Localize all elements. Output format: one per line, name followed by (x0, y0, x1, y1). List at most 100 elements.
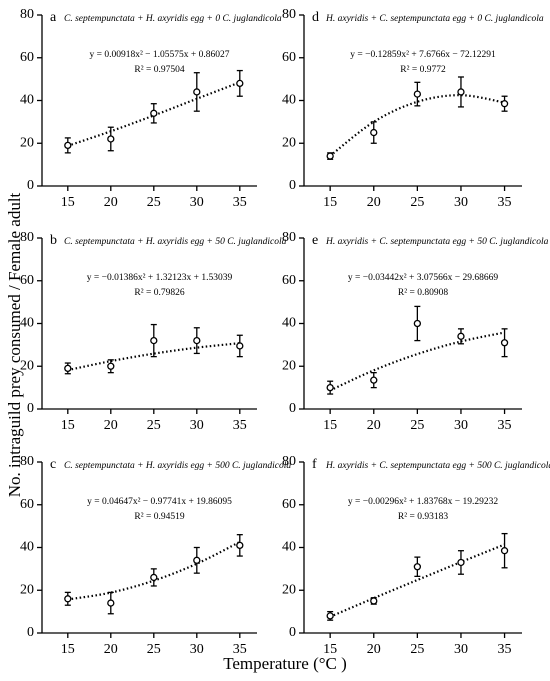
equation: y = −0.01386x² + 1.32123x + 1.53039 (87, 273, 233, 283)
fit-curve (329, 543, 505, 618)
data-point (107, 362, 115, 370)
r-squared: R² = 0.79826 (134, 288, 184, 298)
y-tick-label: 0 (289, 178, 296, 193)
x-tick-label: 30 (190, 642, 204, 657)
panel-letter: f (312, 457, 317, 472)
x-tick-label: 25 (147, 418, 161, 433)
y-tick-label: 20 (282, 135, 296, 150)
r-squared: R² = 0.94519 (134, 512, 184, 522)
panel-letter: e (312, 233, 318, 248)
y-tick-label: 0 (289, 401, 296, 416)
y-tick-label: 60 (282, 273, 296, 288)
r-squared: R² = 0.93183 (398, 512, 448, 522)
data-point (193, 88, 201, 96)
data-point (236, 541, 244, 550)
x-tick-label: 25 (410, 195, 424, 210)
x-tick-label: 20 (367, 195, 381, 210)
data-point (150, 109, 158, 117)
data-point (236, 342, 244, 350)
x-tick-label: 15 (61, 195, 75, 210)
x-tick-label: 30 (454, 418, 468, 433)
data-point (413, 90, 422, 98)
x-tick-label: 30 (190, 418, 204, 433)
y-tick-label: 40 (20, 93, 34, 108)
equation: y = 0.00918x² − 1.05575x + 0.86027 (89, 50, 229, 60)
x-tick-label: 35 (233, 642, 247, 657)
y-tick-label: 40 (282, 540, 296, 555)
x-tick-label: 20 (367, 642, 381, 657)
data-point (413, 563, 422, 571)
y-tick-label: 60 (20, 497, 34, 512)
data-point (500, 100, 509, 108)
y-tick-label: 80 (282, 7, 296, 22)
x-tick-label: 25 (147, 195, 161, 210)
x-tick-label: 30 (454, 195, 468, 210)
data-point (370, 376, 378, 384)
data-point (150, 336, 158, 345)
y-tick-label: 40 (20, 316, 34, 331)
data-point (64, 141, 72, 150)
x-tick-label: 15 (323, 195, 337, 210)
x-tick-label: 30 (454, 642, 468, 657)
x-tick-label: 15 (323, 642, 337, 657)
data-point (326, 383, 334, 392)
r-squared: R² = 0.9772 (400, 65, 446, 75)
equation: y = −0.00296x² + 1.83768x − 19.29232 (348, 497, 498, 507)
y-tick-label: 20 (20, 135, 34, 150)
y-tick-label: 80 (282, 454, 296, 469)
y-tick-label: 60 (282, 497, 296, 512)
x-tick-label: 20 (104, 418, 118, 433)
data-point (457, 558, 465, 567)
fit-curve (67, 342, 240, 372)
y-tick-label: 60 (282, 50, 296, 65)
panel-letter: b (50, 233, 57, 248)
x-tick-label: 15 (323, 418, 337, 433)
data-point (457, 332, 465, 340)
x-tick-label: 15 (61, 642, 75, 657)
data-point (370, 597, 378, 605)
y-axis-label: No. intraguild prey consumed / Female ad… (5, 192, 24, 497)
data-point (236, 79, 244, 88)
x-axis-label: Temperature (°C ) (223, 654, 347, 673)
y-tick-label: 0 (27, 178, 34, 193)
panel-title: C. septempunctata + H. axyridis egg + 0 … (64, 14, 282, 24)
data-point (64, 364, 72, 373)
x-tick-label: 20 (367, 418, 381, 433)
fit-curve (67, 81, 241, 147)
panel-title: H. axyridis + C. septempunctata egg + 0 … (325, 14, 544, 24)
x-tick-label: 25 (410, 642, 424, 657)
data-point (457, 88, 465, 96)
y-tick-label: 40 (20, 540, 34, 555)
y-tick-label: 80 (282, 230, 296, 245)
data-point (500, 547, 509, 555)
panel-title: C. septempunctata + H. axyridis egg + 50… (64, 461, 291, 471)
panel-title: H. axyridis + C. septempunctata egg + 50… (325, 237, 549, 247)
panel-letter: d (312, 10, 319, 25)
y-tick-label: 80 (20, 454, 34, 469)
panel-title: C. septempunctata + H. axyridis egg + 50… (64, 237, 287, 247)
fit-curve (329, 331, 505, 392)
x-tick-label: 15 (61, 418, 75, 433)
y-tick-label: 0 (27, 625, 34, 640)
x-tick-label: 25 (410, 418, 424, 433)
x-tick-label: 35 (498, 642, 512, 657)
r-squared: R² = 0.97504 (134, 65, 184, 75)
panel-letter: c (50, 457, 56, 472)
x-tick-label: 35 (233, 418, 247, 433)
r-squared: R² = 0.80908 (398, 288, 448, 298)
y-tick-label: 20 (282, 358, 296, 373)
x-tick-label: 35 (498, 418, 512, 433)
y-tick-label: 60 (20, 50, 34, 65)
data-point (107, 599, 115, 607)
data-point (193, 556, 201, 564)
y-tick-label: 40 (282, 316, 296, 331)
data-point (326, 152, 334, 160)
y-tick-label: 20 (282, 582, 296, 597)
y-tick-label: 0 (289, 625, 296, 640)
data-point (64, 595, 72, 603)
equation: y = −0.12859x² + 7.6766x − 72.12291 (350, 50, 496, 60)
y-tick-label: 60 (20, 273, 34, 288)
x-tick-label: 35 (498, 195, 512, 210)
y-tick-label: 80 (20, 230, 34, 245)
x-tick-label: 35 (233, 195, 247, 210)
